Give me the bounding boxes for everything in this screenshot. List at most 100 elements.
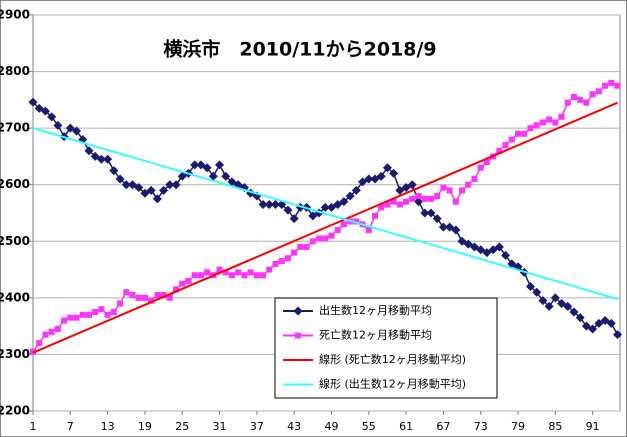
point: [197, 272, 204, 279]
x-tick-label: 43: [287, 420, 301, 433]
point: [488, 245, 498, 255]
point: [465, 181, 472, 188]
point: [90, 151, 100, 161]
point: [507, 259, 517, 269]
point: [382, 163, 392, 173]
point: [589, 91, 596, 98]
point: [583, 99, 590, 106]
point: [446, 187, 453, 194]
point: [48, 328, 55, 335]
point: [96, 154, 106, 164]
point: [30, 348, 36, 355]
point: [241, 272, 248, 279]
y-tick-label: 2200: [0, 404, 30, 418]
point: [600, 315, 610, 325]
point: [54, 325, 61, 332]
point: [395, 185, 405, 195]
point: [614, 82, 621, 89]
point: [160, 292, 167, 299]
point: [289, 214, 299, 224]
point: [204, 269, 211, 276]
point: [283, 205, 293, 215]
point: [266, 266, 273, 273]
point: [527, 125, 534, 132]
point: [364, 174, 374, 184]
point: [415, 193, 422, 200]
point: [47, 112, 57, 122]
point: [613, 330, 623, 340]
chart-title: 横浜市 2010/11から2018/9: [163, 38, 436, 61]
point: [235, 269, 242, 276]
point: [577, 96, 584, 103]
point: [482, 248, 492, 258]
point: [496, 147, 503, 154]
point: [40, 106, 50, 116]
y-tick-label: 2300: [0, 347, 30, 361]
point: [166, 294, 173, 301]
point: [309, 238, 316, 245]
x-tick-label: 49: [324, 420, 338, 433]
point: [365, 226, 372, 233]
point: [432, 214, 442, 224]
point: [134, 183, 144, 193]
point: [384, 201, 391, 208]
point: [546, 116, 553, 123]
series-line: [32, 127, 618, 300]
point: [570, 94, 577, 101]
point: [152, 194, 162, 204]
point: [316, 235, 323, 242]
point: [221, 171, 231, 181]
point: [469, 242, 479, 252]
point: [159, 185, 169, 195]
point: [258, 200, 268, 210]
legend-marker: [295, 332, 301, 339]
point: [401, 183, 411, 193]
point: [328, 232, 335, 239]
point: [92, 309, 99, 315]
point: [171, 180, 181, 190]
point: [594, 318, 604, 328]
point: [141, 294, 148, 301]
point: [396, 201, 403, 208]
point: [117, 300, 124, 307]
point: [575, 313, 585, 323]
point: [308, 211, 318, 221]
point: [595, 88, 602, 95]
point: [438, 222, 448, 232]
point: [588, 324, 598, 334]
x-tick-label: 25: [175, 420, 189, 433]
point: [165, 180, 175, 190]
x-tick-label: 31: [213, 420, 227, 433]
point: [297, 243, 304, 250]
point: [222, 269, 229, 276]
x-tick-label: 85: [548, 420, 562, 433]
point: [476, 245, 486, 255]
point: [414, 197, 424, 207]
point: [390, 198, 397, 205]
point: [370, 174, 380, 184]
point: [532, 287, 542, 297]
point: [179, 280, 186, 287]
point: [135, 294, 142, 301]
point: [494, 242, 504, 252]
point: [28, 97, 38, 107]
point: [340, 221, 347, 228]
point: [608, 79, 615, 86]
point: [110, 309, 117, 315]
point: [260, 272, 267, 279]
y-tick-label: 2700: [0, 121, 30, 135]
point: [104, 311, 111, 318]
point: [544, 301, 554, 311]
point: [353, 218, 360, 225]
x-tick-label: 79: [511, 420, 525, 433]
x-tick-label: 91: [586, 420, 600, 433]
point: [208, 171, 218, 181]
point: [539, 119, 546, 126]
point: [103, 154, 113, 164]
point: [606, 318, 616, 328]
legend-label: 出生数12ヶ月移動平均: [319, 303, 432, 317]
point: [271, 200, 281, 210]
point: [421, 195, 428, 202]
point: [129, 292, 136, 299]
point: [247, 269, 254, 276]
